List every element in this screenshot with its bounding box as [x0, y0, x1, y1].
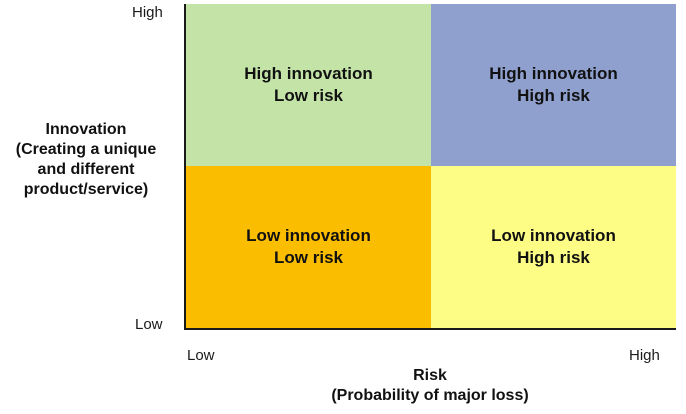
x-axis-low-label: Low [187, 347, 215, 364]
y-axis-low-label: Low [135, 316, 163, 333]
quadrant-high-innovation-low-risk: High innovation Low risk [186, 4, 431, 166]
quadrant-label-line-2: Low risk [274, 248, 343, 267]
y-axis-title-line-1: Innovation [45, 121, 127, 138]
quadrant-label-line-1: High innovation [489, 64, 618, 83]
quadrant-label-line-2: High risk [517, 248, 590, 267]
y-axis-title: Innovation (Creating a unique and differ… [4, 120, 168, 200]
quadrant-label-line-1: High innovation [244, 64, 373, 83]
x-axis-title: Risk (Probability of major loss) [184, 366, 676, 406]
risk-innovation-matrix: High innovation Low risk High innovation… [184, 4, 676, 330]
y-axis-title-line-4: product/service) [23, 181, 149, 198]
x-axis-title-line-2: (Probability of major loss) [331, 387, 529, 404]
x-axis-title-line-1: Risk [413, 367, 447, 384]
quadrant-high-innovation-high-risk: High innovation High risk [431, 4, 676, 166]
y-axis-title-line-3: and different [37, 161, 135, 178]
quadrant-label-line-1: Low innovation [491, 226, 616, 245]
quadrant-label-line-2: Low risk [274, 86, 343, 105]
quadrant-label-line-2: High risk [517, 86, 590, 105]
quadrant-label-line-1: Low innovation [246, 226, 371, 245]
quadrant-low-innovation-high-risk: Low innovation High risk [431, 166, 676, 328]
x-axis-high-label: High [629, 347, 660, 364]
y-axis-title-line-2: (Creating a unique [15, 141, 157, 158]
quadrant-low-innovation-low-risk: Low innovation Low risk [186, 166, 431, 328]
y-axis-high-label: High [132, 4, 163, 21]
